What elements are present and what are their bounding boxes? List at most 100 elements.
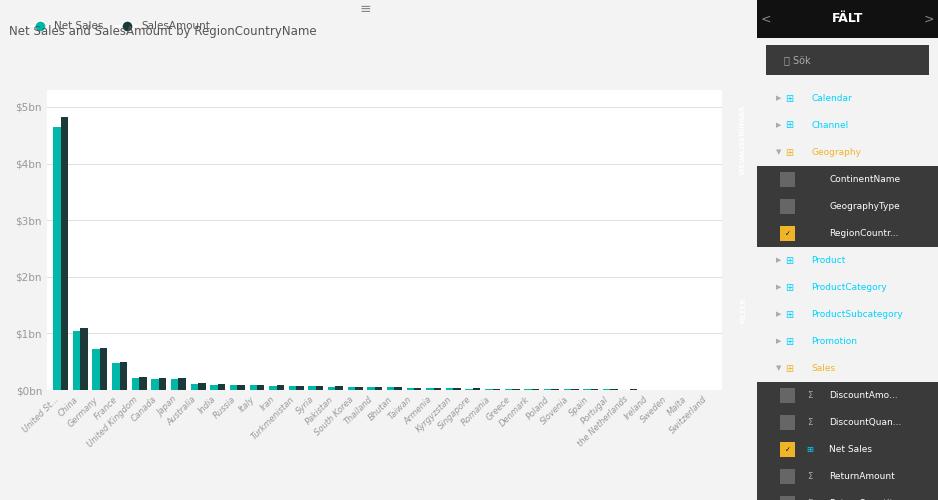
Text: ▶: ▶ [776,312,781,318]
Bar [433,388,441,390]
Text: ReturnQuantity: ReturnQuantity [829,499,899,500]
Bar [780,199,794,214]
Text: ReturnAmount: ReturnAmount [829,472,895,481]
Bar [780,172,794,187]
Bar [61,117,68,390]
Bar [780,226,794,241]
Text: ⊞: ⊞ [785,364,794,374]
Bar [119,362,127,390]
Bar [277,386,284,390]
Text: ⊞: ⊞ [785,282,794,292]
Text: Σ: Σ [807,418,812,427]
Bar [178,378,186,390]
Bar [269,386,277,390]
Text: VISUALISERINGAR: VISUALISERINGAR [740,105,747,176]
Bar [492,388,500,390]
Text: ⊞: ⊞ [785,310,794,320]
Bar [766,45,929,75]
Bar [348,387,356,390]
Bar [394,387,401,390]
Text: GeographyType: GeographyType [829,202,900,211]
Text: ▼: ▼ [776,366,781,372]
Bar [139,376,146,390]
Bar [100,348,107,390]
Text: ⌕ Sök: ⌕ Sök [784,55,810,65]
Bar [757,0,938,38]
Bar [328,386,336,390]
Bar [757,490,938,500]
Bar [210,384,218,390]
Text: DiscountAmo...: DiscountAmo... [829,391,898,400]
Bar [356,386,363,390]
Bar [73,330,81,390]
Bar [505,389,512,390]
Bar [151,378,159,390]
Text: ✓: ✓ [785,446,791,452]
Bar [375,387,382,390]
Bar [757,220,938,247]
Text: Product: Product [811,256,845,265]
Bar [53,127,61,390]
Legend: Net Sales, SalesAmount: Net Sales, SalesAmount [25,17,214,36]
Text: ContinentName: ContinentName [829,175,900,184]
Text: ✓: ✓ [785,230,791,236]
Bar [512,389,520,390]
Bar [131,378,139,390]
Text: ▶: ▶ [776,122,781,128]
Bar [414,388,421,390]
Bar [198,384,205,390]
Bar [757,193,938,220]
Bar [257,385,265,390]
Text: Geography: Geography [811,148,861,157]
Text: ⊞: ⊞ [785,148,794,158]
Text: ⊞: ⊞ [806,445,813,454]
Text: ▶: ▶ [776,258,781,264]
Bar [230,385,237,390]
Bar [780,388,794,403]
Bar [112,363,119,390]
Bar [190,384,198,390]
Bar [237,384,245,390]
Bar [485,389,492,390]
Bar [250,386,257,390]
Text: ⊞: ⊞ [785,256,794,266]
Text: Σ: Σ [807,472,812,481]
Bar [780,469,794,484]
Bar [368,387,375,390]
Text: ▶: ▶ [776,284,781,290]
Bar [757,463,938,490]
Bar [780,415,794,430]
Text: Σ: Σ [807,391,812,400]
Text: Channel: Channel [811,121,849,130]
Bar [296,386,304,390]
Text: Promotion: Promotion [811,337,857,346]
Bar [453,388,461,390]
Bar [309,386,316,390]
Bar [757,409,938,436]
Text: ▼: ▼ [776,150,781,156]
Bar [81,328,88,390]
Bar [757,382,938,409]
Bar [465,388,473,390]
Bar [171,379,178,390]
Text: ▶: ▶ [776,338,781,344]
Text: ⊞: ⊞ [785,94,794,104]
Bar [289,386,296,390]
Text: Net Sales and SalesAmount by RegionCountryName: Net Sales and SalesAmount by RegionCount… [9,25,317,38]
Bar [524,389,532,390]
Text: ProductCategory: ProductCategory [811,283,887,292]
Bar [316,386,324,390]
Bar [93,349,100,390]
Text: ⊞: ⊞ [785,120,794,130]
Bar [446,388,453,390]
Bar [218,384,225,390]
Bar [426,388,433,390]
Bar [473,388,480,390]
Bar [780,442,794,457]
Bar [387,388,394,390]
Text: DiscountQuan...: DiscountQuan... [829,418,901,427]
Bar [757,436,938,463]
Bar [406,388,414,390]
Text: Calendar: Calendar [811,94,852,103]
Text: Net Sales: Net Sales [829,445,872,454]
